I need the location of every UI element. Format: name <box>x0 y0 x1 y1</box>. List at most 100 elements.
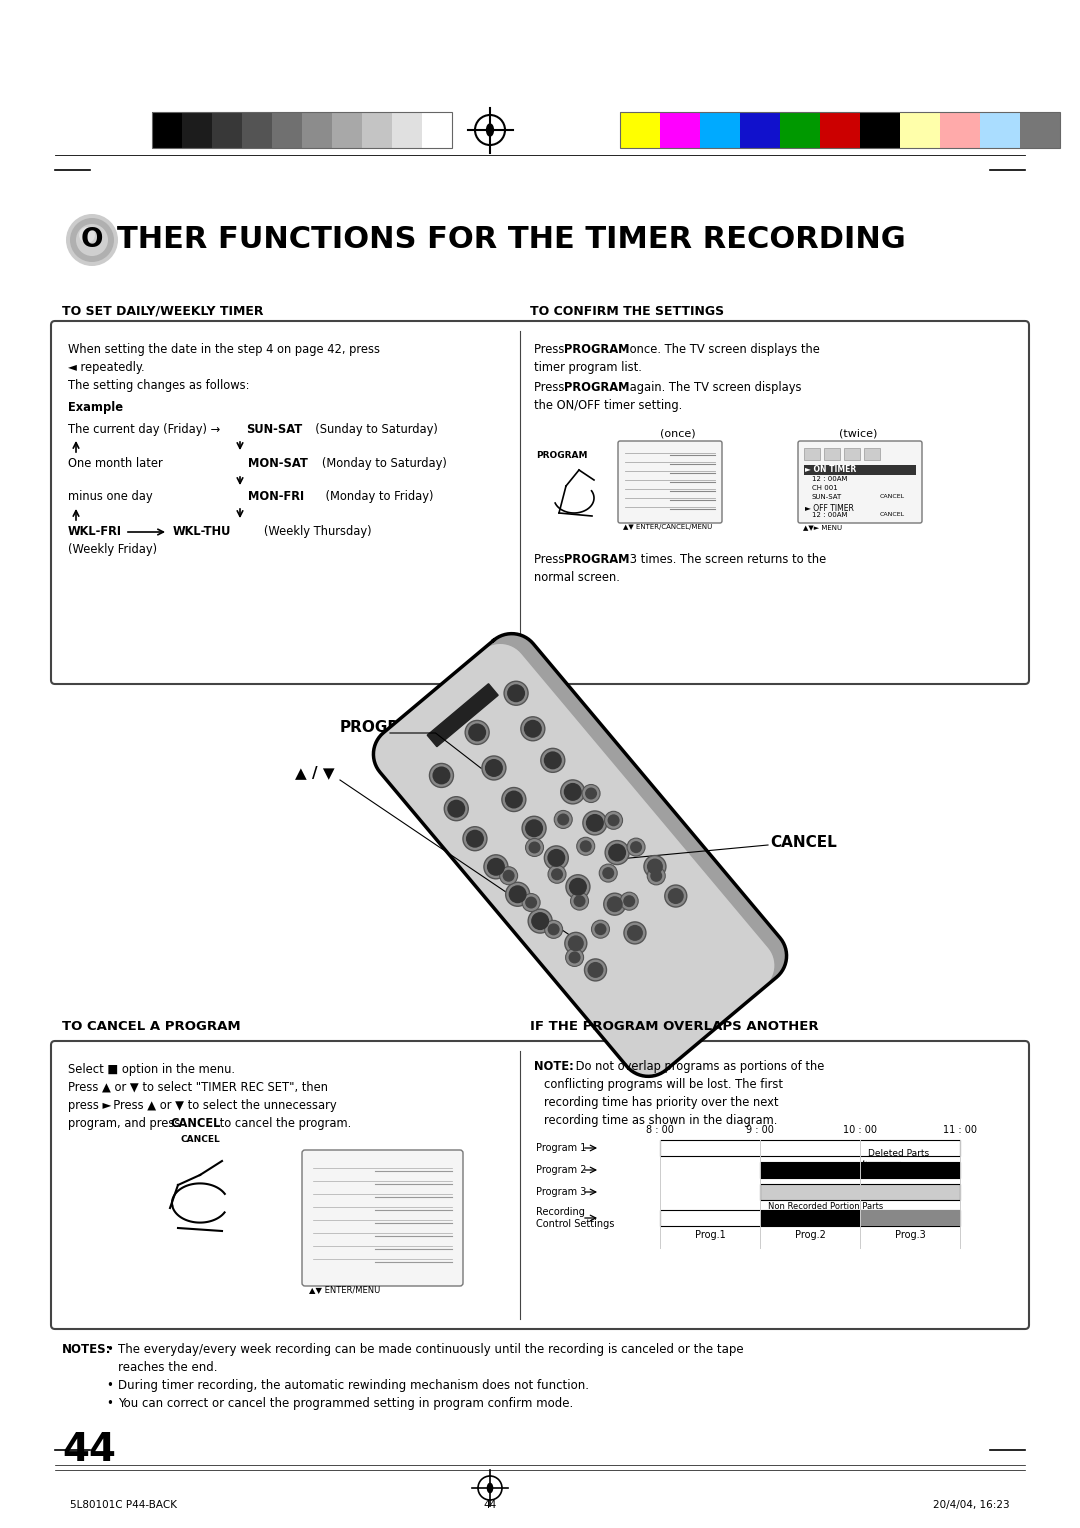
Text: During timer recording, the automatic rewinding mechanism does not function.: During timer recording, the automatic re… <box>118 1378 589 1392</box>
Circle shape <box>522 816 546 840</box>
Text: minus one day: minus one day <box>68 490 152 503</box>
Text: Prog.3: Prog.3 <box>894 1230 926 1241</box>
Bar <box>212 112 242 148</box>
Bar <box>804 448 820 460</box>
Circle shape <box>568 952 581 964</box>
Text: Prog.2: Prog.2 <box>795 1230 825 1241</box>
Text: Example: Example <box>68 400 123 414</box>
Circle shape <box>544 752 562 769</box>
Text: Prog.1: Prog.1 <box>694 1230 726 1241</box>
Circle shape <box>573 895 585 908</box>
Text: 44: 44 <box>62 1432 116 1468</box>
Circle shape <box>444 796 469 821</box>
Text: ► OFF TIMER: ► OFF TIMER <box>805 504 854 513</box>
Text: Program 1: Program 1 <box>536 1143 586 1154</box>
Circle shape <box>485 759 503 776</box>
Text: 9 : 00: 9 : 00 <box>746 1125 774 1135</box>
Bar <box>620 112 1059 148</box>
Bar <box>422 112 453 148</box>
Ellipse shape <box>487 1482 494 1493</box>
Text: MON-FRI: MON-FRI <box>248 490 305 503</box>
Circle shape <box>588 963 604 978</box>
Circle shape <box>584 960 607 981</box>
Circle shape <box>561 779 584 804</box>
Text: Press: Press <box>534 342 568 356</box>
Bar <box>152 112 453 148</box>
Text: The everyday/every week recording can be made continuously until the recording i: The everyday/every week recording can be… <box>118 1343 744 1355</box>
Bar <box>332 112 362 148</box>
Bar <box>620 112 660 148</box>
Circle shape <box>554 810 572 828</box>
Text: One month later: One month later <box>68 457 163 471</box>
Circle shape <box>526 839 543 857</box>
Text: again. The TV screen displays: again. The TV screen displays <box>626 380 801 394</box>
Text: PROGRAM: PROGRAM <box>536 451 588 460</box>
Text: once. The TV screen displays the: once. The TV screen displays the <box>626 342 820 356</box>
Circle shape <box>623 895 635 908</box>
Bar <box>362 112 392 148</box>
Circle shape <box>541 749 565 772</box>
Polygon shape <box>374 634 786 1076</box>
FancyBboxPatch shape <box>798 442 922 523</box>
Text: (twice): (twice) <box>839 428 877 439</box>
Text: Press ▲ or ▼ to select "TIMER REC SET", then: Press ▲ or ▼ to select "TIMER REC SET", … <box>68 1080 328 1094</box>
Text: CANCEL: CANCEL <box>880 512 905 516</box>
Circle shape <box>528 842 540 854</box>
Bar <box>1020 112 1059 148</box>
Text: 20/4/04, 16:23: 20/4/04, 16:23 <box>933 1500 1010 1510</box>
Bar <box>660 1210 960 1225</box>
Circle shape <box>583 811 607 834</box>
Polygon shape <box>428 683 498 747</box>
Text: Press ▲ or ▼ to select the unnecessary: Press ▲ or ▼ to select the unnecessary <box>106 1099 337 1112</box>
Bar <box>843 448 860 460</box>
Text: MON-SAT: MON-SAT <box>248 457 308 471</box>
Text: WKL-THU: WKL-THU <box>173 526 231 538</box>
Circle shape <box>557 813 569 825</box>
Bar <box>900 112 940 148</box>
Text: When setting the date in the step 4 on page 42, press: When setting the date in the step 4 on p… <box>68 342 380 356</box>
Circle shape <box>599 865 618 882</box>
Circle shape <box>505 882 529 906</box>
Circle shape <box>594 923 607 935</box>
Text: PROGRAM: PROGRAM <box>564 380 630 394</box>
Text: 10 : 00: 10 : 00 <box>843 1125 877 1135</box>
Text: CH 001: CH 001 <box>812 484 838 490</box>
Circle shape <box>548 865 566 883</box>
Text: Program 3: Program 3 <box>536 1187 586 1196</box>
Text: Deleted Parts: Deleted Parts <box>868 1149 929 1158</box>
Circle shape <box>592 920 609 938</box>
Circle shape <box>465 720 489 744</box>
Text: Non Recorded Portion Parts: Non Recorded Portion Parts <box>768 1203 883 1212</box>
Circle shape <box>504 790 523 808</box>
Text: (Monday to Saturday): (Monday to Saturday) <box>311 457 447 471</box>
Bar <box>760 1161 960 1178</box>
Bar <box>740 112 780 148</box>
Circle shape <box>500 866 517 885</box>
Circle shape <box>465 830 484 848</box>
Text: reaches the end.: reaches the end. <box>118 1361 217 1374</box>
Text: recording time has priority over the next: recording time has priority over the nex… <box>544 1096 779 1109</box>
Circle shape <box>667 888 684 905</box>
Text: •: • <box>106 1397 113 1410</box>
Circle shape <box>644 856 666 877</box>
Text: •: • <box>106 1378 113 1392</box>
Bar <box>860 1210 960 1225</box>
Text: Press: Press <box>534 553 568 565</box>
Text: CANCEL: CANCEL <box>770 834 837 850</box>
Text: (Monday to Friday): (Monday to Friday) <box>311 490 433 503</box>
Text: 12 : 00AM: 12 : 00AM <box>812 512 848 518</box>
Text: conflicting programs will be lost. The first: conflicting programs will be lost. The f… <box>544 1077 783 1091</box>
Text: Press: Press <box>534 380 568 394</box>
Circle shape <box>432 767 450 784</box>
Circle shape <box>487 857 505 876</box>
Text: The current day (Friday) →: The current day (Friday) → <box>68 423 224 435</box>
Circle shape <box>665 885 687 908</box>
Circle shape <box>544 920 563 938</box>
Circle shape <box>521 717 544 741</box>
Circle shape <box>522 894 540 912</box>
Circle shape <box>463 827 487 851</box>
Text: TO CANCEL A PROGRAM: TO CANCEL A PROGRAM <box>62 1021 241 1033</box>
Circle shape <box>569 877 586 895</box>
Text: SUN-SAT: SUN-SAT <box>246 423 302 435</box>
Text: ▲▼ ENTER/MENU: ▲▼ ENTER/MENU <box>309 1285 380 1294</box>
